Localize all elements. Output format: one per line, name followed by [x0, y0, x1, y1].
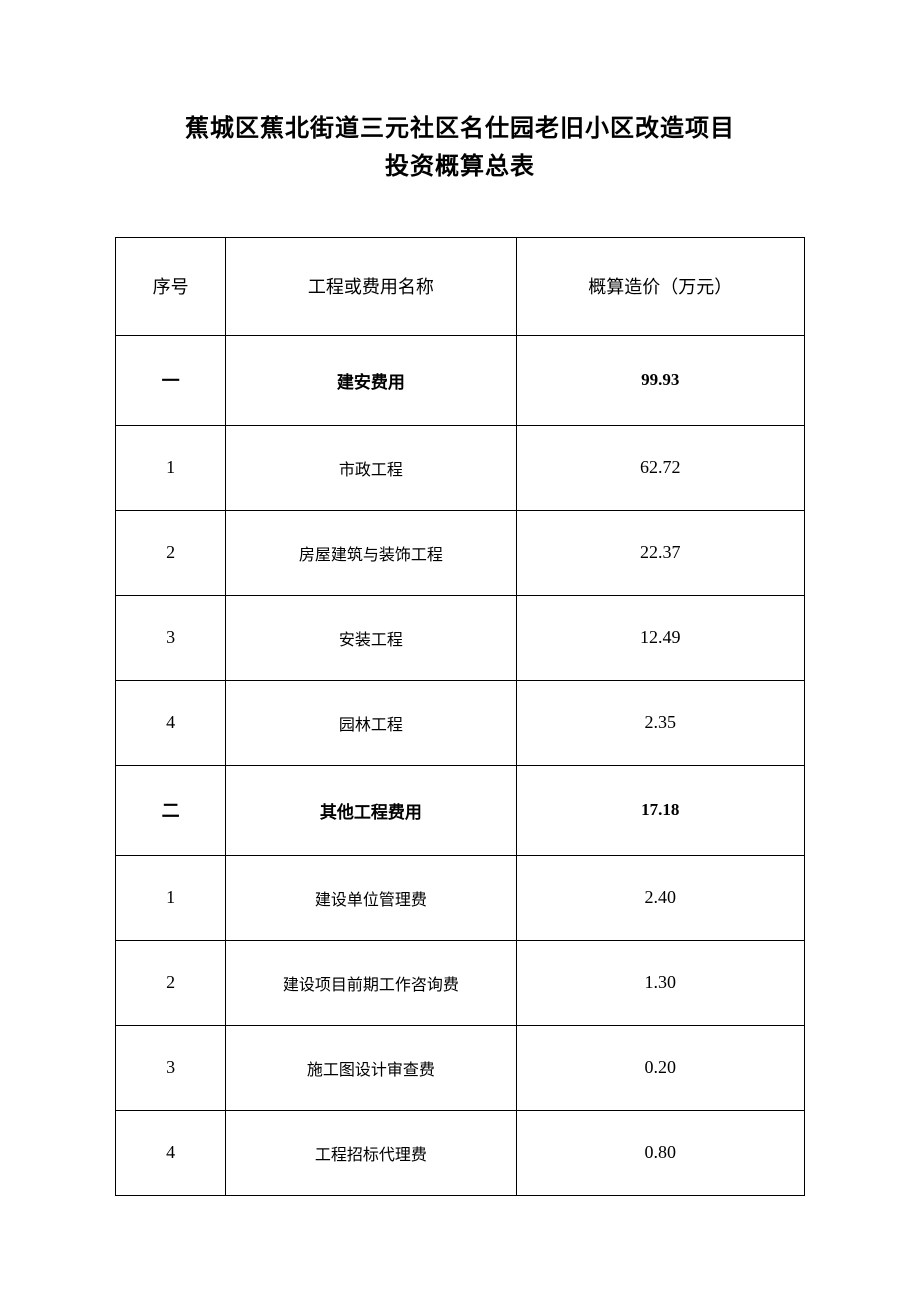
cell-seq: 1 [116, 425, 226, 510]
cell-seq: 1 [116, 855, 226, 940]
cell-seq: 4 [116, 1110, 226, 1195]
cell-value: 2.40 [516, 855, 804, 940]
cell-value: 2.35 [516, 680, 804, 765]
table-header-row: 序号 工程或费用名称 概算造价（万元） [116, 237, 805, 335]
cell-seq: 二 [116, 765, 226, 855]
title-line-1: 蕉城区蕉北街道三元社区名仕园老旧小区改造项目 [115, 110, 805, 148]
cell-value: 1.30 [516, 940, 804, 1025]
cell-name: 工程招标代理费 [226, 1110, 516, 1195]
title-line-2: 投资概算总表 [115, 148, 805, 186]
cell-value: 0.20 [516, 1025, 804, 1110]
cell-seq: 3 [116, 595, 226, 680]
cell-name: 建安费用 [226, 335, 516, 425]
header-value: 概算造价（万元） [516, 237, 804, 335]
table-row: 1 建设单位管理费 2.40 [116, 855, 805, 940]
cell-seq: 2 [116, 940, 226, 1025]
cell-name: 市政工程 [226, 425, 516, 510]
cell-name: 安装工程 [226, 595, 516, 680]
table-row: 4 园林工程 2.35 [116, 680, 805, 765]
table-row: 3 施工图设计审查费 0.20 [116, 1025, 805, 1110]
document-title: 蕉城区蕉北街道三元社区名仕园老旧小区改造项目 投资概算总表 [115, 110, 805, 187]
cell-value: 99.93 [516, 335, 804, 425]
table-row: 4 工程招标代理费 0.80 [116, 1110, 805, 1195]
budget-table: 序号 工程或费用名称 概算造价（万元） 一 建安费用 99.93 1 市政工程 … [115, 237, 805, 1196]
table-row: 3 安装工程 12.49 [116, 595, 805, 680]
cell-seq: 4 [116, 680, 226, 765]
cell-name: 施工图设计审查费 [226, 1025, 516, 1110]
table-row: 二 其他工程费用 17.18 [116, 765, 805, 855]
cell-name: 建设项目前期工作咨询费 [226, 940, 516, 1025]
cell-name: 房屋建筑与装饰工程 [226, 510, 516, 595]
header-name: 工程或费用名称 [226, 237, 516, 335]
cell-value: 62.72 [516, 425, 804, 510]
cell-value: 17.18 [516, 765, 804, 855]
table-row: 2 建设项目前期工作咨询费 1.30 [116, 940, 805, 1025]
cell-seq: 一 [116, 335, 226, 425]
cell-value: 22.37 [516, 510, 804, 595]
cell-name: 其他工程费用 [226, 765, 516, 855]
cell-name: 园林工程 [226, 680, 516, 765]
table-row: 1 市政工程 62.72 [116, 425, 805, 510]
cell-value: 0.80 [516, 1110, 804, 1195]
table-row: 2 房屋建筑与装饰工程 22.37 [116, 510, 805, 595]
cell-seq: 3 [116, 1025, 226, 1110]
table-row: 一 建安费用 99.93 [116, 335, 805, 425]
cell-name: 建设单位管理费 [226, 855, 516, 940]
cell-seq: 2 [116, 510, 226, 595]
cell-value: 12.49 [516, 595, 804, 680]
header-seq: 序号 [116, 237, 226, 335]
